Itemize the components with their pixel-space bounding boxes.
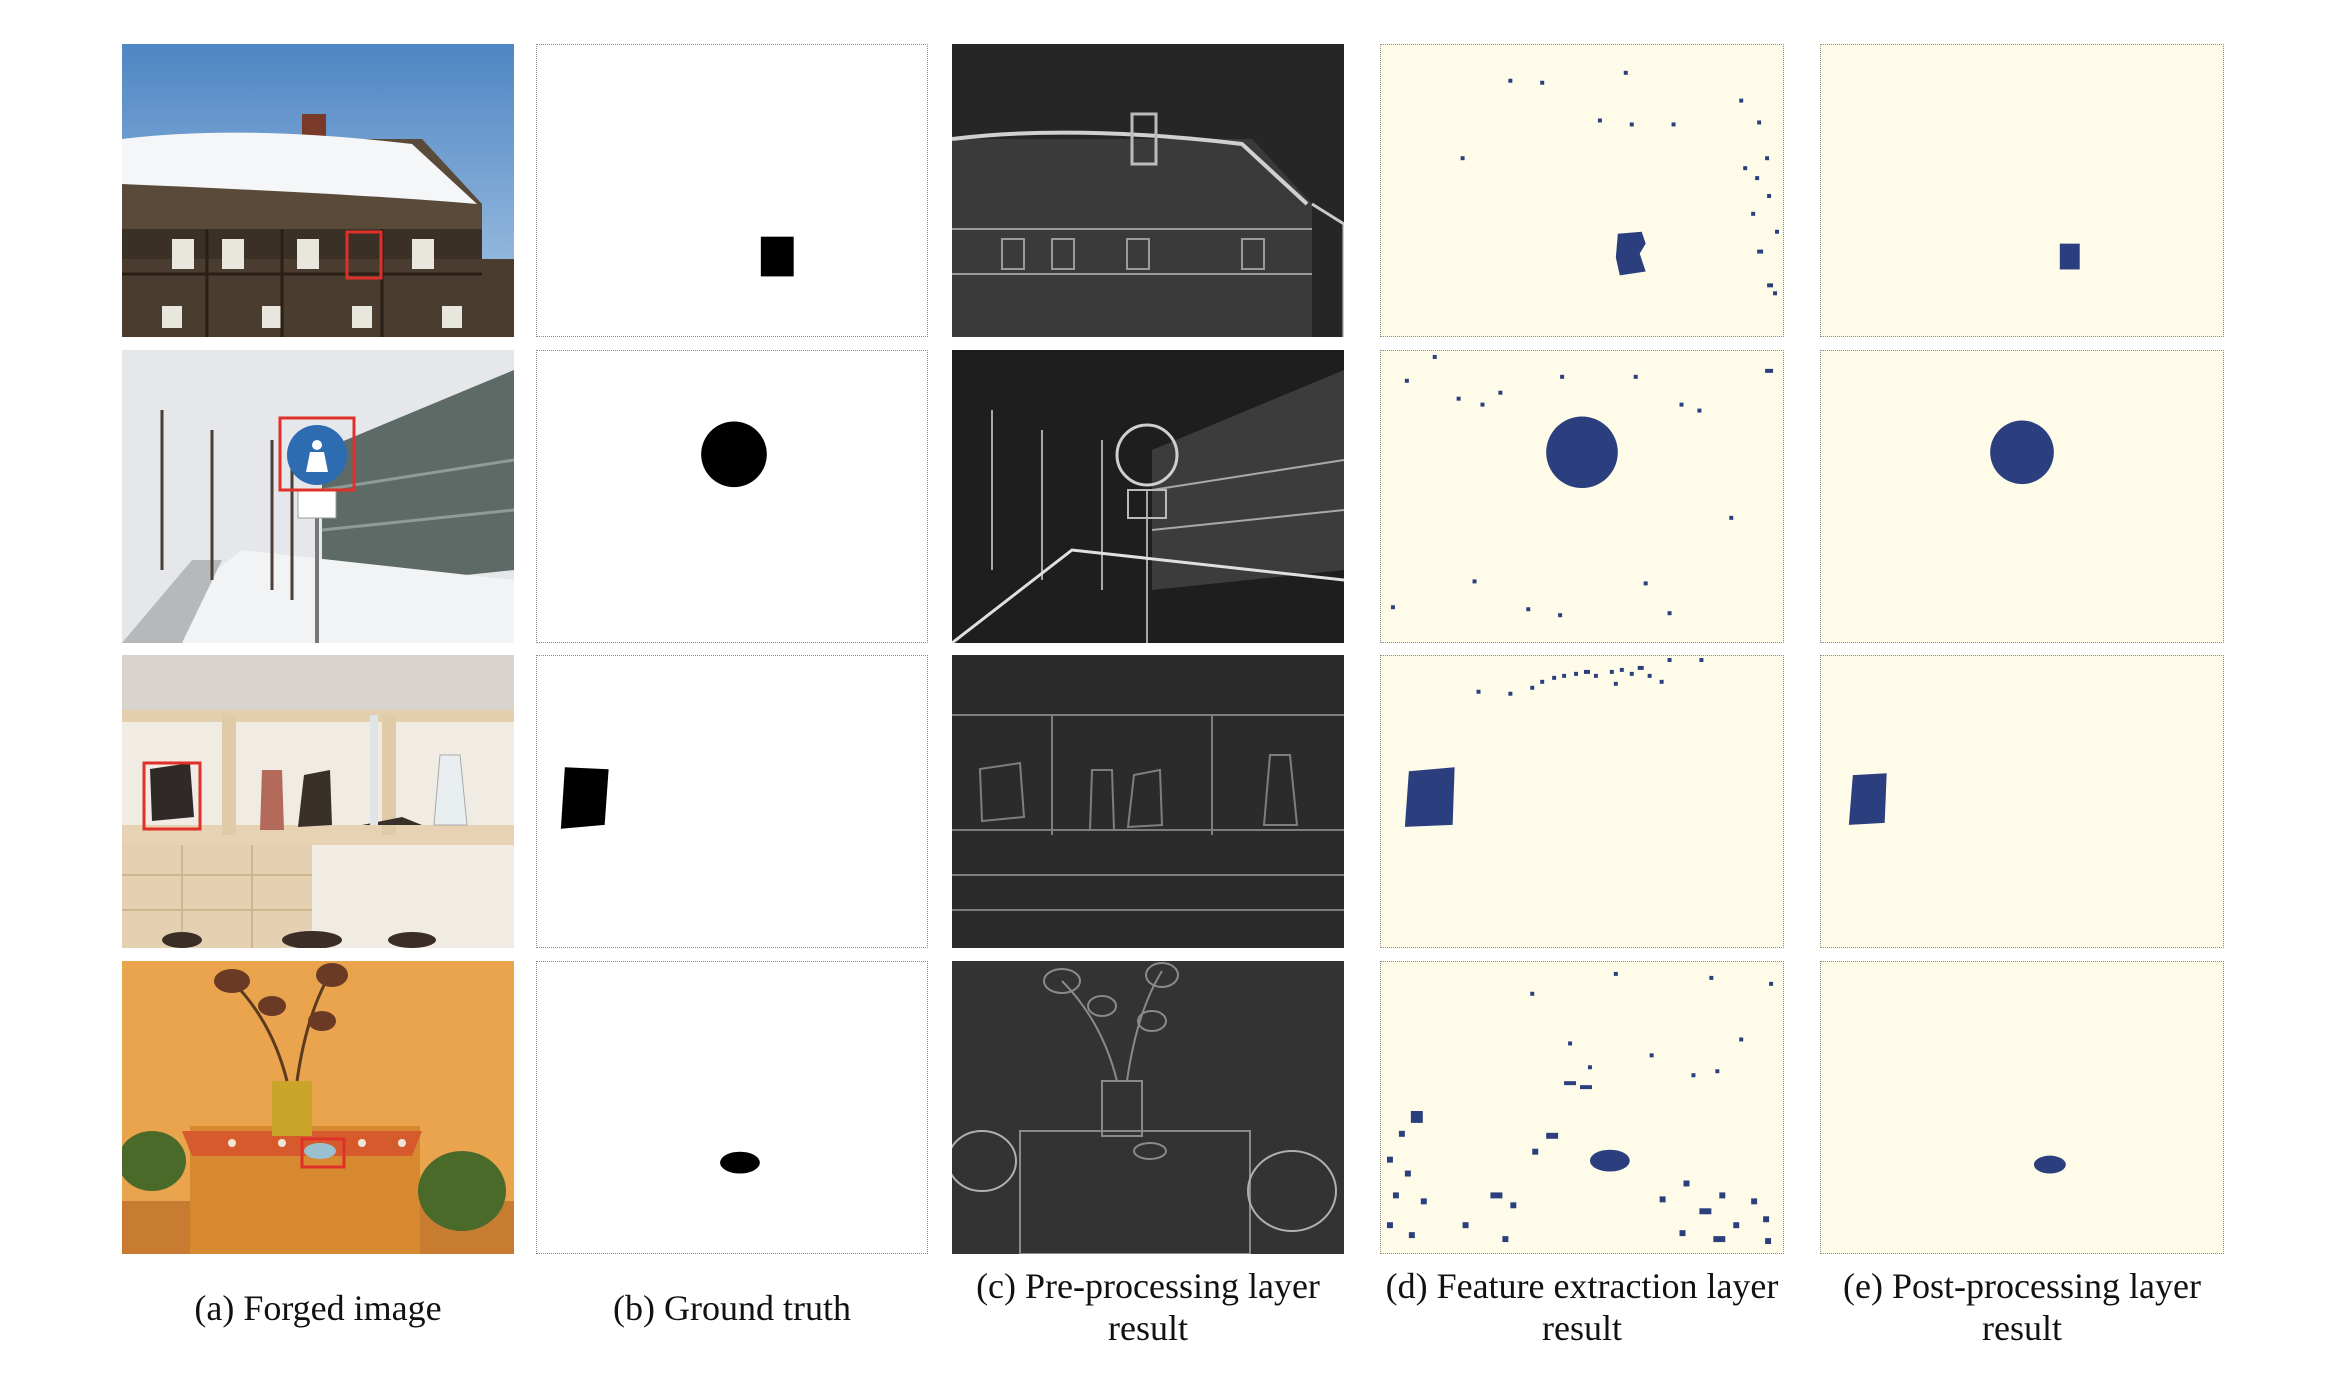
feature-extraction-row-4 (1380, 961, 1784, 1254)
forged-image-row-1 (122, 44, 514, 337)
post-processing-row-4 (1820, 961, 2224, 1254)
mask-rectangle (760, 236, 794, 277)
caption-line: (a) Forged image (194, 1288, 442, 1328)
mask-polygon (560, 767, 609, 829)
caption-ground-truth: (b) Ground truth (536, 1287, 928, 1329)
feature-extraction-row-3 (1380, 655, 1784, 948)
forgery-box (142, 761, 202, 831)
caption-line: (d) Feature extraction layer (1385, 1266, 1779, 1306)
forged-image-row-4 (122, 961, 514, 1254)
caption-post-processing: (e) Post-processing layer result (1800, 1265, 2244, 1349)
forged-image-row-3 (122, 655, 514, 948)
post-processing-row-3 (1820, 655, 2224, 948)
ground-truth-row-4 (536, 961, 928, 1254)
preprocessing-row-3 (952, 655, 1344, 948)
feature-extraction-row-2 (1380, 350, 1784, 643)
ground-truth-row-3 (536, 655, 928, 948)
caption-forged-image: (a) Forged image (122, 1287, 514, 1329)
preprocessing-row-1 (952, 44, 1344, 337)
mask-ellipse (720, 1151, 760, 1174)
preprocessing-row-2 (952, 350, 1344, 643)
caption-line: (c) Pre-processing layer (976, 1266, 1320, 1306)
caption-pre-processing: (c) Pre-processing layer result (932, 1265, 1364, 1349)
caption-line: result (1108, 1308, 1188, 1348)
feature-extraction-row-1 (1380, 44, 1784, 337)
ground-truth-row-1 (536, 44, 928, 337)
caption-line: result (1982, 1308, 2062, 1348)
post-processing-row-1 (1820, 44, 2224, 337)
caption-line: (b) Ground truth (613, 1288, 851, 1328)
preprocessing-row-4 (952, 961, 1344, 1254)
caption-line: (e) Post-processing layer (1843, 1266, 2201, 1306)
mask-circle (701, 421, 767, 488)
ground-truth-row-2 (536, 350, 928, 643)
caption-feature-extraction: (d) Feature extraction layer result (1350, 1265, 1814, 1349)
forgery-box (300, 1137, 346, 1169)
post-processing-row-2 (1820, 350, 2224, 643)
forgery-box (278, 416, 356, 492)
forged-image-row-2 (122, 350, 514, 643)
caption-line: result (1542, 1308, 1622, 1348)
forgery-box (345, 230, 383, 280)
